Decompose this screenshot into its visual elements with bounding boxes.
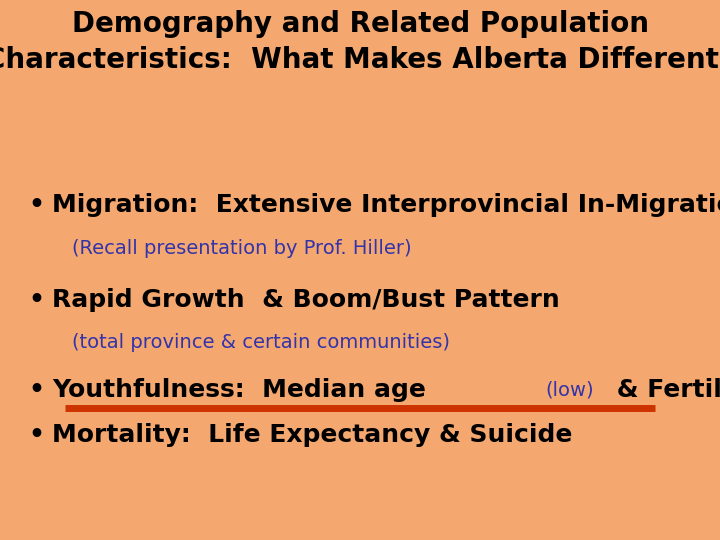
Text: •: • bbox=[28, 378, 44, 402]
Text: Rapid Growth  & Boom/Bust Pattern: Rapid Growth & Boom/Bust Pattern bbox=[52, 288, 559, 312]
Text: (total province & certain communities): (total province & certain communities) bbox=[72, 333, 450, 352]
Text: Demography and Related Population
Characteristics:  What Makes Alberta Different: Demography and Related Population Charac… bbox=[0, 10, 720, 73]
Text: Youthfulness:  Median age: Youthfulness: Median age bbox=[52, 378, 435, 402]
Text: (low): (low) bbox=[546, 381, 594, 400]
Text: (Recall presentation by Prof. Hiller): (Recall presentation by Prof. Hiller) bbox=[72, 239, 412, 258]
Text: Mortality:  Life Expectancy & Suicide: Mortality: Life Expectancy & Suicide bbox=[52, 423, 581, 447]
Text: •: • bbox=[28, 288, 44, 312]
Text: Migration:  Extensive Interprovincial In-Migration: Migration: Extensive Interprovincial In-… bbox=[52, 193, 720, 217]
Text: •: • bbox=[28, 423, 44, 447]
Text: & Fertility: & Fertility bbox=[608, 378, 720, 402]
Text: •: • bbox=[28, 193, 44, 217]
